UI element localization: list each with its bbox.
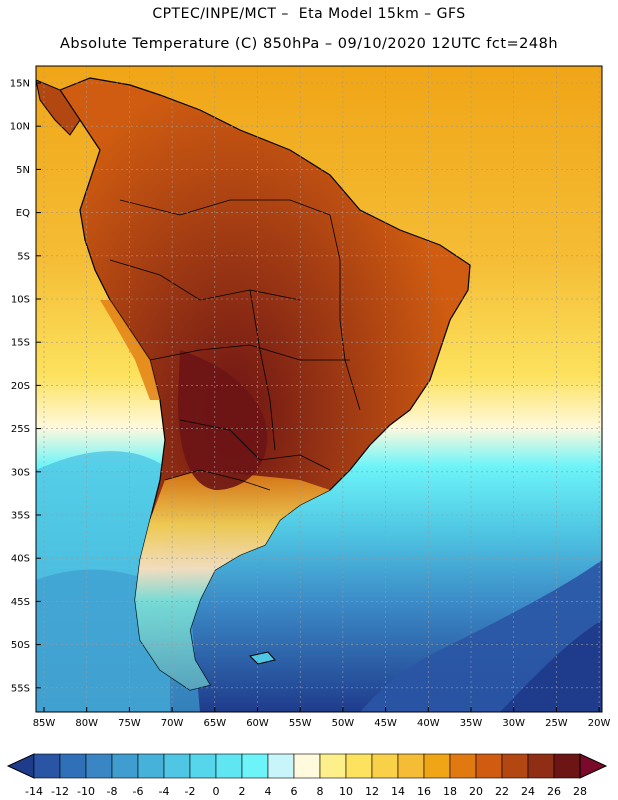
lat-label-40S: 40S	[11, 554, 30, 565]
lon-label-55W: 55W	[289, 718, 312, 729]
central-america-outline	[36, 79, 81, 136]
lat-label-30S: 30S	[11, 467, 30, 478]
lat-label-5S: 5S	[17, 251, 30, 262]
lat-label-25S: 25S	[11, 424, 30, 435]
colorbar-tick-label: 4	[265, 785, 272, 798]
colorbar-segment	[33, 753, 61, 779]
lat-label-50S: 50S	[11, 640, 30, 651]
lon-label-75W: 75W	[118, 718, 141, 729]
lat-label-35S: 35S	[11, 511, 30, 522]
colorbar-segment	[423, 753, 451, 779]
colorbar-tick-label: 18	[443, 785, 457, 798]
lat-label-45S: 45S	[11, 597, 30, 608]
colorbar-segment	[553, 753, 581, 779]
colorbar-segment	[267, 753, 295, 779]
colorbar-segment	[527, 753, 555, 779]
chart-title-line-2: Absolute Temperature (C) 850hPa – 09/10/…	[59, 36, 559, 52]
colorbar-tick-label: 14	[391, 785, 405, 798]
colorbar-tick-label: 22	[495, 785, 509, 798]
gridlines	[36, 66, 602, 712]
colorbar-tick-label: -4	[159, 785, 170, 798]
lon-label-35W: 35W	[460, 718, 483, 729]
hottest-core-region	[178, 350, 268, 490]
colorbar-tick-label: 6	[291, 785, 298, 798]
lat-label-55S: 55S	[11, 683, 30, 694]
lon-label-65W: 65W	[203, 718, 226, 729]
longitude-axis: 85W 80W 75W 70W 65W 60W 55W 50W 45W 40W 35W 30W 25W 2…	[33, 707, 611, 729]
colorbar-tick-label: -6	[133, 785, 144, 798]
colorbar-tick-label: 16	[417, 785, 431, 798]
lat-label-15N: 15N	[10, 79, 30, 90]
andes-strip	[100, 300, 160, 400]
coldest-ocean-region	[500, 620, 602, 712]
lon-label-50W: 50W	[332, 718, 355, 729]
colorbar-min-arrow	[6, 753, 35, 779]
colorbar-tick-label: -14	[25, 785, 43, 798]
colorbar-segment	[59, 753, 87, 779]
lat-label-EQ: EQ	[16, 208, 30, 219]
colorbar-segment	[111, 753, 139, 779]
map-field	[36, 66, 602, 712]
colorbar-segment	[293, 753, 321, 779]
colorbar-segment	[345, 753, 373, 779]
colorbar-tick-label: 20	[469, 785, 483, 798]
colorbar-segment	[189, 753, 217, 779]
colorbar: -14 -12 -10 -8 -6 -4 -2 0 2 4 6 8 10 12 14 16 18 20 22 24 26…	[6, 753, 608, 798]
lon-label-45W: 45W	[374, 718, 397, 729]
colorbar-tick-label: -2	[185, 785, 196, 798]
colorbar-tick-label: 28	[573, 785, 587, 798]
lat-label-15S: 15S	[11, 338, 30, 349]
colorbar-segment	[397, 753, 425, 779]
colorbar-segment	[449, 753, 477, 779]
lat-label-10N: 10N	[10, 122, 30, 133]
colorbar-tick-label: -10	[77, 785, 95, 798]
colorbar-tick-label: 26	[547, 785, 561, 798]
colorbar-segment	[137, 753, 165, 779]
colorbar-segment	[475, 753, 503, 779]
colorbar-tick-label: -8	[107, 785, 118, 798]
country-borders	[109, 199, 361, 491]
chart-title-line-1: CPTEC/INPE/MCT – Eta Model 15km – GFS	[152, 6, 466, 22]
lat-label-20S: 20S	[11, 381, 30, 392]
lon-label-20W: 20W	[588, 718, 611, 729]
lon-label-40W: 40W	[417, 718, 440, 729]
colorbar-segment	[241, 753, 269, 779]
lat-label-10S: 10S	[11, 295, 30, 306]
colorbar-tick-label: -12	[51, 785, 69, 798]
lon-label-80W: 80W	[75, 718, 98, 729]
colorbar-segment	[319, 753, 347, 779]
lon-label-25W: 25W	[545, 718, 568, 729]
colorbar-segment	[501, 753, 529, 779]
colorbar-tick-label: 12	[365, 785, 379, 798]
colorbar-tick-label: 0	[213, 785, 220, 798]
latitude-axis: 15N 10N 5N EQ 5S 10S 15S 20S 25S 30S 35S 40S 45S 50S 5…	[10, 79, 41, 694]
colorbar-tick-label: 10	[339, 785, 353, 798]
southern-cone-region	[135, 470, 330, 690]
colorbar-segment	[215, 753, 243, 779]
colorbar-tick-label: 2	[239, 785, 246, 798]
colorbar-segment	[371, 753, 399, 779]
colorbar-segment	[85, 753, 113, 779]
lon-label-60W: 60W	[246, 718, 269, 729]
falkland-islands	[249, 651, 276, 665]
lon-label-30W: 30W	[502, 718, 525, 729]
lat-label-5N: 5N	[16, 165, 30, 176]
lon-label-70W: 70W	[161, 718, 184, 729]
colorbar-segment	[163, 753, 191, 779]
colorbar-max-arrow	[579, 753, 608, 779]
colorbar-tick-label: 24	[521, 785, 535, 798]
map-frame	[35, 65, 603, 713]
colorbar-tick-label: 8	[317, 785, 324, 798]
lon-label-85W: 85W	[33, 718, 56, 729]
